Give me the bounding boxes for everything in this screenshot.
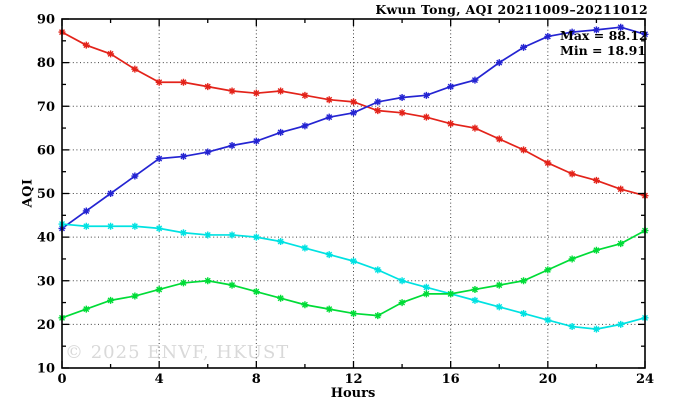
x-tick-label: 12 (344, 372, 362, 387)
green-series-line (61, 229, 646, 319)
x-tick-label: 24 (636, 372, 654, 387)
x-tick-label: 4 (155, 372, 164, 387)
x-tick-label: 16 (442, 372, 460, 387)
y-tick-label: 80 (37, 56, 55, 71)
x-tick-label: 8 (252, 372, 261, 387)
y-tick-label: 30 (37, 274, 55, 289)
y-tick-label: 60 (37, 143, 55, 158)
y-axis-label: AQI (20, 178, 36, 208)
x-tick-label: 0 (57, 372, 66, 387)
x-tick-label: 20 (539, 372, 557, 387)
chart-title: Kwun Tong, AQI 20211009–20211012 (375, 2, 648, 17)
min-value-label: Min = 18.91 (560, 42, 646, 58)
x-axis-label: Hours (330, 386, 376, 401)
max-min-annotation: Max = 88.12 Min = 18.91 (560, 28, 648, 58)
watermark: © 2025 ENVF, HKUST (65, 342, 290, 363)
y-tick-label: 70 (37, 100, 55, 115)
y-tick-label: 10 (37, 362, 55, 377)
y-tick-label: 90 (37, 13, 55, 28)
y-tick-label: 50 (37, 187, 55, 202)
max-value-label: Max = 88.12 (560, 28, 648, 43)
y-tick-label: 20 (37, 318, 55, 333)
y-tick-label: 40 (37, 231, 55, 246)
